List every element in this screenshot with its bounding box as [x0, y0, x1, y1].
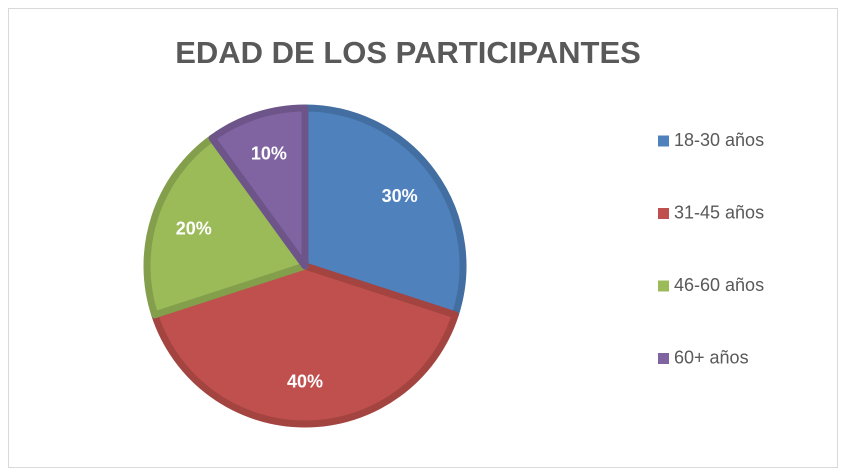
chart-title: EDAD DE LOS PARTICIPANTES: [175, 35, 641, 70]
legend-label: 60+ años: [674, 347, 749, 367]
legend-swatch: [658, 353, 669, 364]
legend-swatch: [658, 208, 669, 219]
legend-label: 31-45 años: [674, 202, 764, 222]
pie-slice: [151, 262, 459, 428]
pie-slice: [301, 104, 467, 319]
pie-slice: [143, 134, 309, 319]
data-label: 40%: [287, 372, 323, 392]
legend-swatch: [658, 280, 669, 292]
legend-label: 18-30 años: [674, 130, 764, 150]
legend-swatch: [658, 135, 669, 147]
data-label: 10%: [251, 144, 287, 164]
legend-label: 46-60 años: [674, 275, 764, 295]
data-label: 30%: [382, 186, 418, 206]
pie-slice: [208, 104, 309, 270]
data-label: 20%: [176, 219, 212, 239]
